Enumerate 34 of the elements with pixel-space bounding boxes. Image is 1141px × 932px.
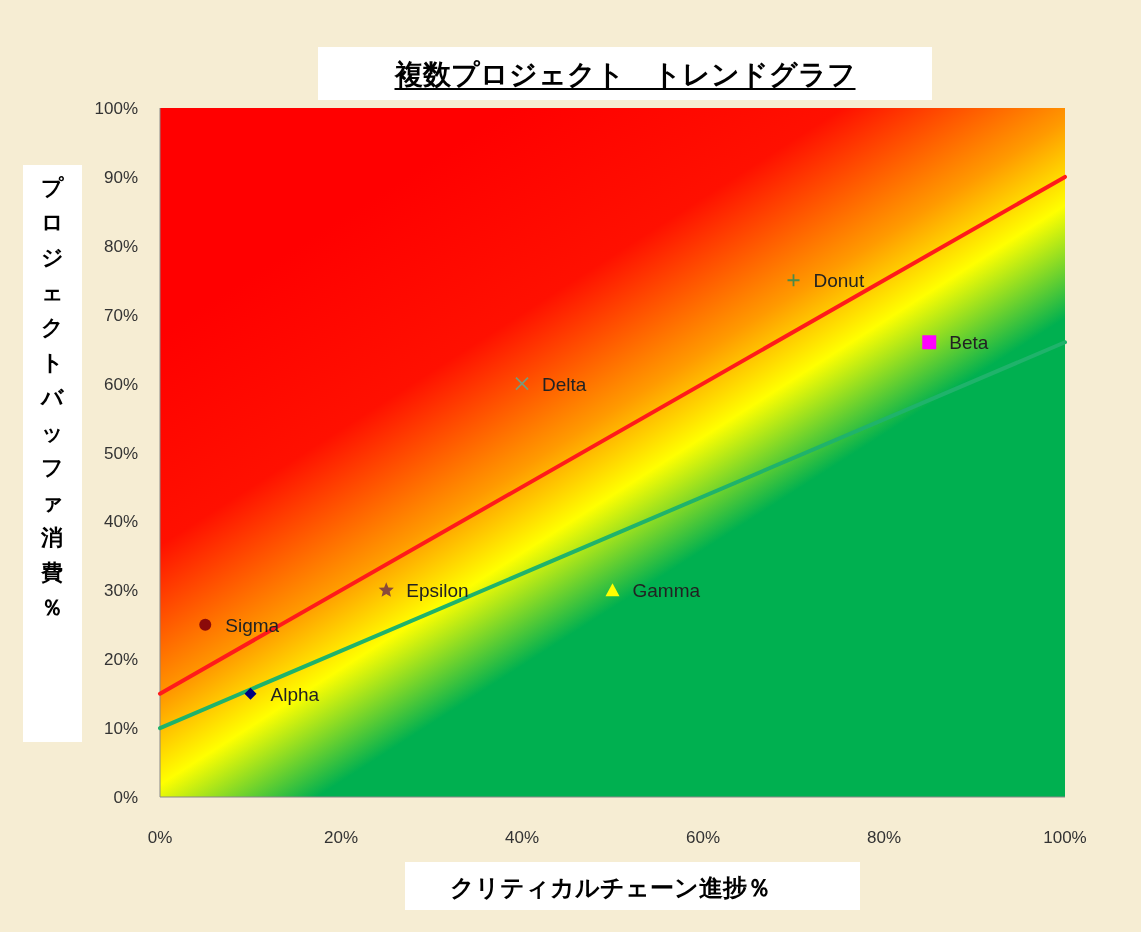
point bbox=[922, 335, 937, 350]
series-label: Gamma bbox=[632, 580, 701, 602]
x-tick-label: 40% bbox=[504, 828, 540, 847]
y-tick-label: 90% bbox=[103, 167, 138, 187]
point bbox=[605, 583, 620, 597]
y-tick-label: 50% bbox=[103, 443, 138, 463]
x-tick-label: 20% bbox=[323, 828, 359, 847]
y-tick-label: 80% bbox=[103, 236, 138, 256]
y-tick-label: 30% bbox=[103, 581, 138, 601]
point bbox=[378, 582, 394, 597]
x-axis-title: クリティカルチェーン進捗％ bbox=[449, 873, 771, 902]
x-tick-label: 0% bbox=[147, 828, 173, 847]
y-tick-label: 40% bbox=[103, 512, 138, 532]
y-tick-label: 20% bbox=[103, 650, 138, 670]
x-tick-label: 100% bbox=[1043, 828, 1087, 847]
series-label: Delta bbox=[542, 373, 587, 395]
series-label: Epsilon bbox=[406, 580, 469, 602]
y-tick-label: 60% bbox=[103, 374, 138, 394]
series-label: Donut bbox=[813, 270, 865, 292]
x-tick-label: 80% bbox=[866, 828, 902, 847]
point bbox=[199, 618, 212, 631]
series-label: Alpha bbox=[270, 683, 320, 705]
point bbox=[786, 273, 801, 288]
text: プロジェクトバッファ消費％ bbox=[40, 174, 64, 620]
point bbox=[244, 687, 257, 700]
y-tick-label: 10% bbox=[103, 719, 138, 739]
series-label: Beta bbox=[949, 332, 989, 354]
x-tick-label: 60% bbox=[685, 828, 721, 847]
y-tick-label: 70% bbox=[103, 305, 138, 325]
y-tick-label: 0% bbox=[113, 788, 138, 807]
point bbox=[515, 376, 529, 391]
chart-title: 複数プロジェクト トレンドグラフ bbox=[393, 58, 856, 91]
y-tick-label: 100% bbox=[94, 99, 138, 118]
series-label: Sigma bbox=[225, 614, 280, 636]
